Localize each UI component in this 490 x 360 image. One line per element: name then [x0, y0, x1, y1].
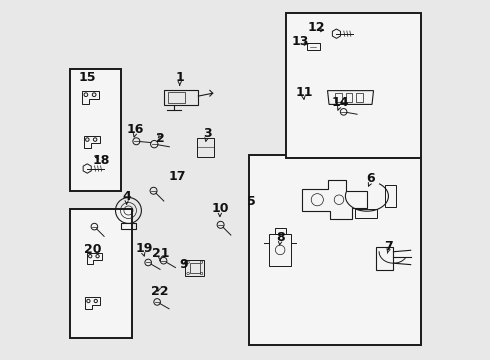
Bar	[335, 93, 342, 102]
Text: 20: 20	[84, 243, 101, 256]
Bar	[71, 209, 132, 338]
Bar	[248, 155, 421, 345]
Text: 13: 13	[292, 35, 309, 49]
Text: 21: 21	[152, 247, 170, 260]
Bar	[345, 93, 352, 102]
Text: 15: 15	[78, 71, 96, 84]
Text: 2: 2	[156, 132, 165, 145]
Bar	[275, 228, 286, 234]
Bar	[376, 247, 393, 270]
Bar	[71, 69, 122, 191]
Text: 18: 18	[92, 154, 110, 167]
Text: 11: 11	[295, 86, 313, 99]
Bar	[307, 43, 319, 50]
Bar	[164, 90, 198, 105]
Text: 5: 5	[247, 195, 256, 208]
Text: 1: 1	[175, 71, 184, 84]
Text: 19: 19	[135, 242, 152, 255]
Text: 10: 10	[211, 202, 229, 215]
Text: 4: 4	[122, 190, 131, 203]
Text: 9: 9	[180, 258, 188, 271]
Bar	[197, 138, 214, 157]
Text: 22: 22	[151, 285, 169, 298]
Text: 16: 16	[127, 123, 145, 136]
Text: 14: 14	[331, 96, 349, 109]
Text: 6: 6	[366, 172, 375, 185]
Bar	[385, 185, 396, 207]
Bar	[355, 209, 377, 217]
Text: 12: 12	[308, 21, 325, 34]
Bar	[356, 93, 363, 102]
Bar	[168, 93, 186, 103]
Text: 8: 8	[276, 231, 285, 244]
Bar	[121, 223, 136, 229]
Bar	[190, 263, 200, 273]
Text: 7: 7	[384, 240, 393, 253]
Text: 17: 17	[168, 170, 186, 183]
Bar	[269, 234, 291, 266]
Text: 3: 3	[203, 127, 212, 140]
Bar	[286, 13, 421, 158]
